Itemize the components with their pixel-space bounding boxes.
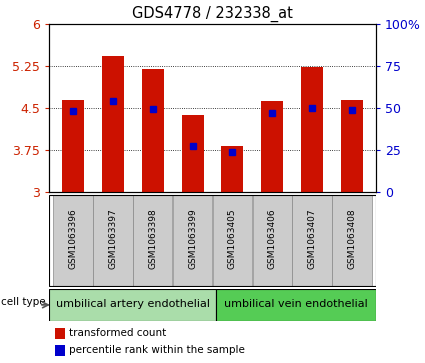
Bar	[292, 195, 332, 286]
Bar	[55, 345, 65, 356]
Bar	[93, 195, 133, 286]
Title: GDS4778 / 232338_at: GDS4778 / 232338_at	[132, 6, 293, 22]
Text: GSM1063399: GSM1063399	[188, 208, 197, 269]
Bar	[181, 115, 204, 192]
Bar	[133, 195, 173, 286]
Bar	[252, 195, 292, 286]
Bar	[212, 195, 252, 286]
Text: GSM1063407: GSM1063407	[308, 208, 317, 269]
Bar	[301, 68, 323, 192]
Bar	[142, 69, 164, 192]
Bar	[173, 195, 212, 286]
Text: GSM1063405: GSM1063405	[228, 208, 237, 269]
Bar	[102, 56, 124, 192]
Bar	[332, 195, 372, 286]
Text: percentile rank within the sample: percentile rank within the sample	[68, 345, 244, 355]
Text: umbilical artery endothelial: umbilical artery endothelial	[56, 299, 210, 309]
Text: GSM1063408: GSM1063408	[348, 208, 357, 269]
Text: cell type: cell type	[1, 297, 46, 307]
Bar	[62, 99, 84, 192]
Text: GSM1063397: GSM1063397	[108, 208, 117, 269]
Bar	[261, 101, 283, 192]
Bar	[55, 328, 65, 339]
Text: GSM1063406: GSM1063406	[268, 208, 277, 269]
Text: umbilical vein endothelial: umbilical vein endothelial	[224, 299, 368, 309]
Bar	[49, 289, 216, 321]
Text: GSM1063396: GSM1063396	[68, 208, 77, 269]
Text: GSM1063398: GSM1063398	[148, 208, 157, 269]
Bar	[216, 289, 376, 321]
Bar	[221, 146, 244, 192]
Text: transformed count: transformed count	[68, 328, 166, 338]
Bar	[53, 195, 93, 286]
Bar	[341, 99, 363, 192]
